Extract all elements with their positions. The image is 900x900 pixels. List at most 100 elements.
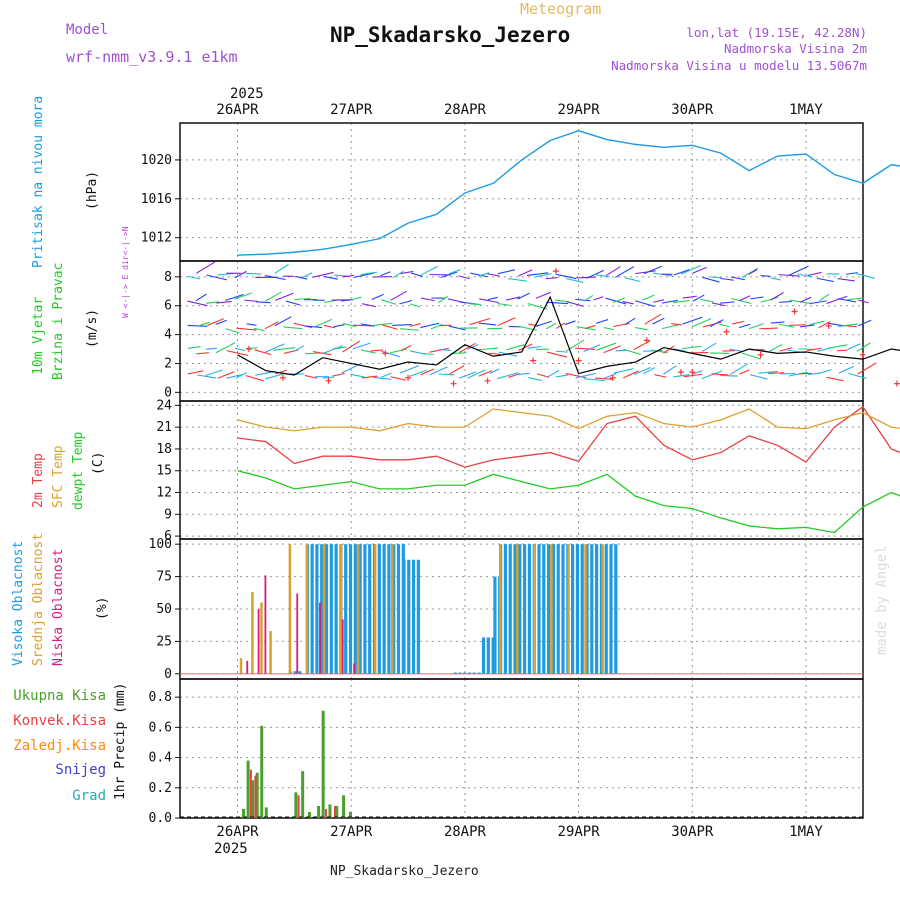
wind-arrow bbox=[409, 369, 427, 377]
wind-arrow bbox=[322, 345, 343, 355]
wind-arrow bbox=[273, 347, 296, 351]
wind-arrow bbox=[487, 273, 500, 277]
wind-unit-label: (m/s) bbox=[85, 309, 100, 348]
wind-arrow bbox=[342, 340, 361, 353]
wind-arrow bbox=[730, 276, 746, 281]
wind-arrow bbox=[575, 298, 591, 302]
precip-total-bar bbox=[321, 710, 325, 818]
temp-line-0 bbox=[237, 405, 900, 468]
wind-arrow bbox=[857, 319, 872, 327]
wind-arrow bbox=[487, 296, 498, 301]
cloud-high-bar bbox=[377, 544, 381, 674]
cloud-high-bar bbox=[551, 544, 556, 674]
cloud-high-bar bbox=[402, 559, 406, 674]
wind-arrow bbox=[430, 323, 443, 330]
wind-arrow bbox=[409, 303, 420, 308]
wind-arrow bbox=[205, 347, 217, 350]
wind-axis-label-2: Brzina i Pravac bbox=[51, 263, 66, 380]
cloud-high-bar bbox=[358, 544, 362, 674]
cloud-high-bar bbox=[416, 559, 420, 674]
y-tick-label: 24 bbox=[156, 398, 172, 413]
wind-arrow bbox=[392, 324, 412, 327]
wind-arrow bbox=[856, 342, 871, 352]
cloud-high-bar bbox=[463, 672, 467, 674]
wind-arrow bbox=[768, 372, 785, 374]
cloud-mid-bar bbox=[373, 544, 377, 674]
wind-arrow bbox=[304, 325, 323, 329]
wind-arrow bbox=[673, 348, 686, 352]
wind-arrow bbox=[555, 350, 568, 353]
wind-arrow bbox=[671, 323, 682, 326]
cloud-mid-bar bbox=[356, 544, 360, 674]
wind-arrow bbox=[400, 328, 419, 331]
wind-arrow bbox=[205, 369, 223, 376]
wind-arrow bbox=[749, 374, 768, 380]
y-tick-label: 75 bbox=[156, 570, 172, 585]
pressure-line bbox=[237, 130, 900, 256]
wind-arrow bbox=[304, 374, 318, 379]
wind-arrow bbox=[731, 320, 745, 325]
wind-arrow bbox=[837, 298, 856, 303]
wind-arrow bbox=[352, 342, 371, 350]
cloud-high-bar bbox=[508, 544, 512, 674]
wind-gust-mark bbox=[484, 377, 491, 384]
wind-arrow bbox=[584, 324, 596, 330]
wind-arrow bbox=[526, 272, 549, 277]
wind-arrow bbox=[817, 347, 830, 352]
chart-plot-layer: 26APR 26APR 27APR 27APR 28APR 28APR 29APR 29APR… bbox=[11, 96, 900, 840]
wind-arrow bbox=[662, 365, 677, 375]
wind-arrow bbox=[429, 347, 450, 353]
wind-arrow bbox=[246, 347, 258, 350]
wind-arrow bbox=[323, 324, 336, 329]
wind-arrow bbox=[206, 274, 228, 281]
wind-arrow bbox=[748, 268, 758, 275]
wind-arrow bbox=[217, 371, 235, 379]
wind-arrow bbox=[265, 274, 286, 281]
wind-arrow bbox=[838, 365, 855, 374]
wind-arrow bbox=[392, 270, 404, 279]
pressure-unit-label: (hPa) bbox=[85, 171, 100, 210]
wind-arrow bbox=[605, 266, 621, 277]
cloud-high-bar bbox=[344, 544, 348, 674]
cloud-high-bar bbox=[493, 576, 497, 674]
y-tick-label: 50 bbox=[156, 602, 172, 617]
cloud-high-bar bbox=[542, 544, 546, 674]
cloud-high-bar bbox=[363, 544, 367, 674]
wind-arrow bbox=[275, 369, 287, 375]
wind-arrow bbox=[459, 342, 476, 353]
wind-arrow bbox=[673, 299, 690, 304]
wind-arrow bbox=[236, 327, 257, 331]
wind-arrow bbox=[497, 269, 516, 275]
cloud-high-bar bbox=[472, 672, 476, 674]
wind-arrow bbox=[478, 370, 493, 377]
wind-arrow bbox=[643, 350, 664, 352]
date-label-bottom: 29APR bbox=[558, 824, 601, 840]
wind-arrow bbox=[362, 303, 377, 308]
panel-frame bbox=[179, 678, 864, 819]
wind-arrow bbox=[350, 296, 362, 301]
cloud-high-bar bbox=[518, 544, 522, 674]
cloud-high-bar bbox=[547, 544, 551, 674]
wind-arrow bbox=[847, 297, 864, 301]
wind-arrow bbox=[838, 323, 858, 328]
wind-arrow bbox=[477, 347, 499, 351]
wind-arrow bbox=[517, 372, 530, 376]
date-label-bottom: 1MAY bbox=[789, 824, 823, 840]
wind-arrow bbox=[673, 269, 690, 276]
cloud-high-bar bbox=[513, 544, 517, 674]
y-tick-label: 15 bbox=[156, 464, 172, 479]
wind-arrow bbox=[410, 272, 423, 277]
wind-arrow bbox=[594, 377, 613, 380]
wind-arrow bbox=[380, 271, 391, 277]
cloud-high-bar bbox=[315, 544, 319, 674]
wind-arrow bbox=[390, 348, 408, 354]
wind-arrow bbox=[400, 270, 414, 275]
wind-arrow bbox=[264, 343, 285, 353]
wind-arrow bbox=[701, 370, 723, 380]
wind-arrow bbox=[265, 373, 285, 380]
wind-arrow bbox=[467, 369, 486, 379]
tsfc-label: SFC Temp bbox=[51, 445, 66, 508]
year-top: 2025 bbox=[230, 86, 264, 102]
elevation-label: Nadmorska Visina 2m bbox=[724, 41, 867, 56]
y-tick-label: 0.0 bbox=[149, 811, 172, 826]
